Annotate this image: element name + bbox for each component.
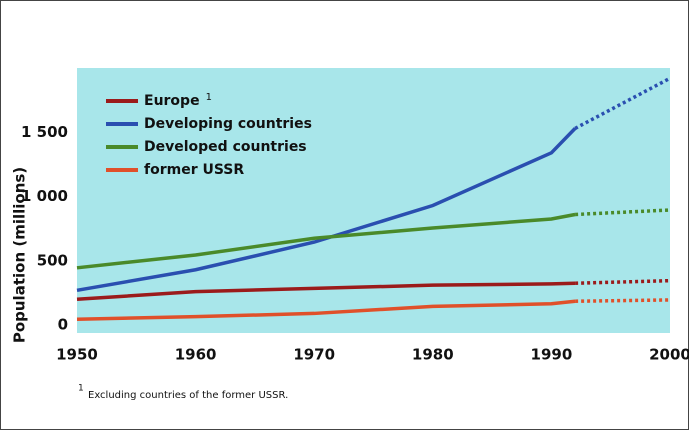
series-line — [76, 281, 576, 302]
y-axis-label: Population (millions) — [11, 167, 29, 343]
x-tick-label: 1950 — [56, 346, 98, 364]
plot-background — [77, 68, 670, 333]
footnote: Excluding countries of the former USSR. — [88, 390, 288, 401]
projection-line — [575, 278, 671, 285]
y-tick-label: 500 — [37, 251, 68, 269]
projection-line — [575, 208, 671, 217]
x-tick-label: 1980 — [412, 346, 454, 364]
legend-label: former USSR — [144, 162, 244, 178]
x-tick-label: 1990 — [531, 346, 573, 364]
projection-line — [575, 298, 671, 303]
y-tick-label: 1 000 — [21, 187, 68, 205]
x-tick-label: 1970 — [293, 346, 335, 364]
x-tick-label: 1960 — [175, 346, 217, 364]
y-tick-label: 0 — [58, 316, 68, 334]
series-line — [76, 127, 577, 293]
x-tick-label: 2000 — [649, 346, 689, 364]
legend-label: Developed countries — [144, 139, 307, 155]
series-line — [76, 212, 576, 270]
footnote-marker: 1 — [78, 384, 84, 394]
legend-footnote-marker: 1 — [206, 92, 212, 103]
series-line — [76, 299, 576, 321]
legend-label: Developing countries — [144, 116, 312, 132]
y-tick-label: 1 500 — [21, 123, 68, 141]
legend-label: Europe — [144, 93, 200, 109]
